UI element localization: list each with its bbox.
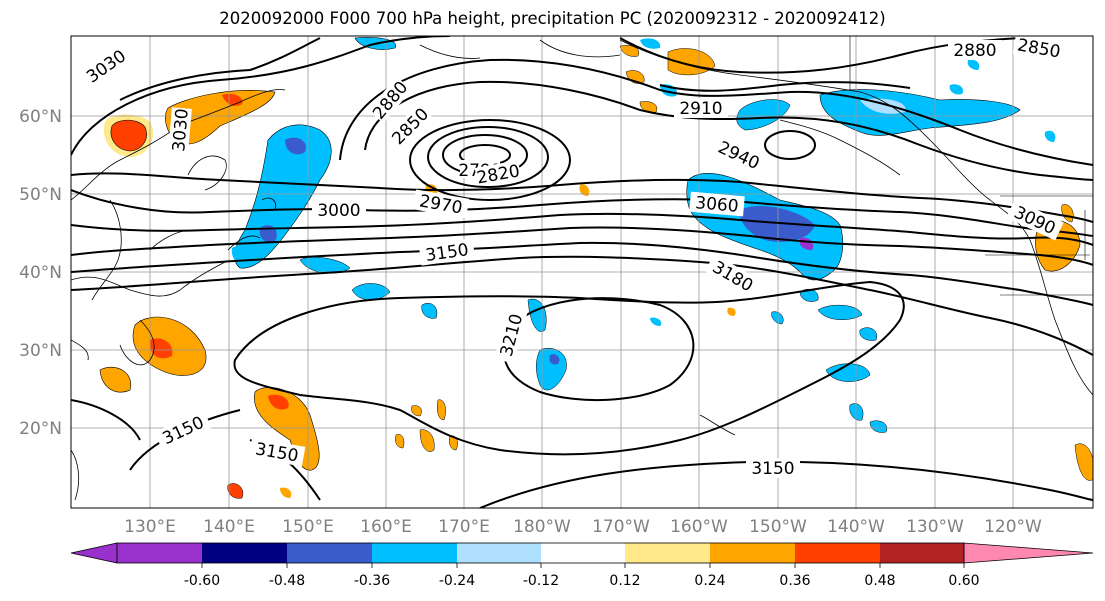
contour-label: 2880 (953, 41, 996, 61)
lat-label: 60°N (19, 107, 62, 127)
longitude-labels: 130°E 140°E 150°E 160°E 170°E 180°W 170°… (124, 517, 1042, 537)
latitude-labels: 60°N 50°N 40°N 30°N 20°N (19, 107, 62, 439)
colorbar-tick-label: -0.48 (269, 573, 305, 589)
colorbar-tick-label: -0.36 (354, 573, 390, 589)
contour-label: 3030 (169, 108, 193, 153)
colorbar-tick-label: 0.36 (779, 573, 810, 589)
colorbar-tick-label: 0.12 (609, 573, 640, 589)
contour-label: 3000 (317, 201, 360, 221)
colorbar-tick-label: 0.60 (948, 573, 979, 589)
lon-label: 140°W (827, 517, 885, 537)
lon-label: 150°E (282, 517, 334, 537)
colorbar-segment (625, 543, 710, 563)
colorbar-tick-label: -0.60 (184, 573, 220, 589)
lon-label: 140°E (203, 517, 255, 537)
lon-label: 160°W (670, 517, 728, 537)
contour-label: 3150 (751, 459, 794, 479)
lon-label: 180°W (513, 517, 571, 537)
height-contours (71, 36, 1093, 508)
colorbar-segment (372, 543, 457, 563)
colorbar-segment (880, 543, 964, 563)
colorbar-segment (541, 543, 625, 563)
colorbar-segment (287, 543, 372, 563)
colorbar-tick-label: 0.48 (864, 573, 895, 589)
lat-label: 20°N (19, 419, 62, 439)
lon-label: 130°W (906, 517, 964, 537)
lon-label: 150°W (749, 517, 807, 537)
colorbar-segment (795, 543, 880, 563)
lat-label: 50°N (19, 185, 62, 205)
lat-label: 40°N (19, 263, 62, 283)
colorbar-segment (457, 543, 541, 563)
contour-label: 2910 (679, 99, 722, 119)
coastlines (71, 39, 1093, 501)
map-plot-area: 3030 2880 2850 3030 2880 2850 2910 2940 … (71, 36, 1093, 508)
lon-label: 170°W (592, 517, 650, 537)
contour-labels: 3030 2880 2850 3030 2880 2850 2910 2940 … (82, 36, 1066, 479)
lat-label: 30°N (19, 341, 62, 361)
colorbar: -0.60 -0.48 -0.36 -0.24 -0.12 0.12 0.24 … (70, 542, 1094, 589)
colorbar-extend-low (70, 542, 118, 564)
lon-label: 160°E (360, 517, 412, 537)
colorbar-tick-label: -0.12 (523, 573, 559, 589)
colorbar-tick-label: 0.24 (694, 573, 725, 589)
map-frame (70, 35, 1094, 509)
colorbar-segment (710, 543, 795, 563)
lon-label: 170°E (438, 517, 490, 537)
contour-label: 3060 (694, 193, 739, 217)
colorbar-segment (117, 543, 202, 563)
map-title: 2020092000 F000 700 hPa height, precipit… (219, 9, 886, 28)
lon-label: 120°W (984, 517, 1042, 537)
colorbar-segment (202, 543, 287, 563)
lon-label: 130°E (124, 517, 176, 537)
colorbar-tick-label: -0.24 (439, 573, 475, 589)
colorbar-extend-high (963, 542, 1094, 564)
